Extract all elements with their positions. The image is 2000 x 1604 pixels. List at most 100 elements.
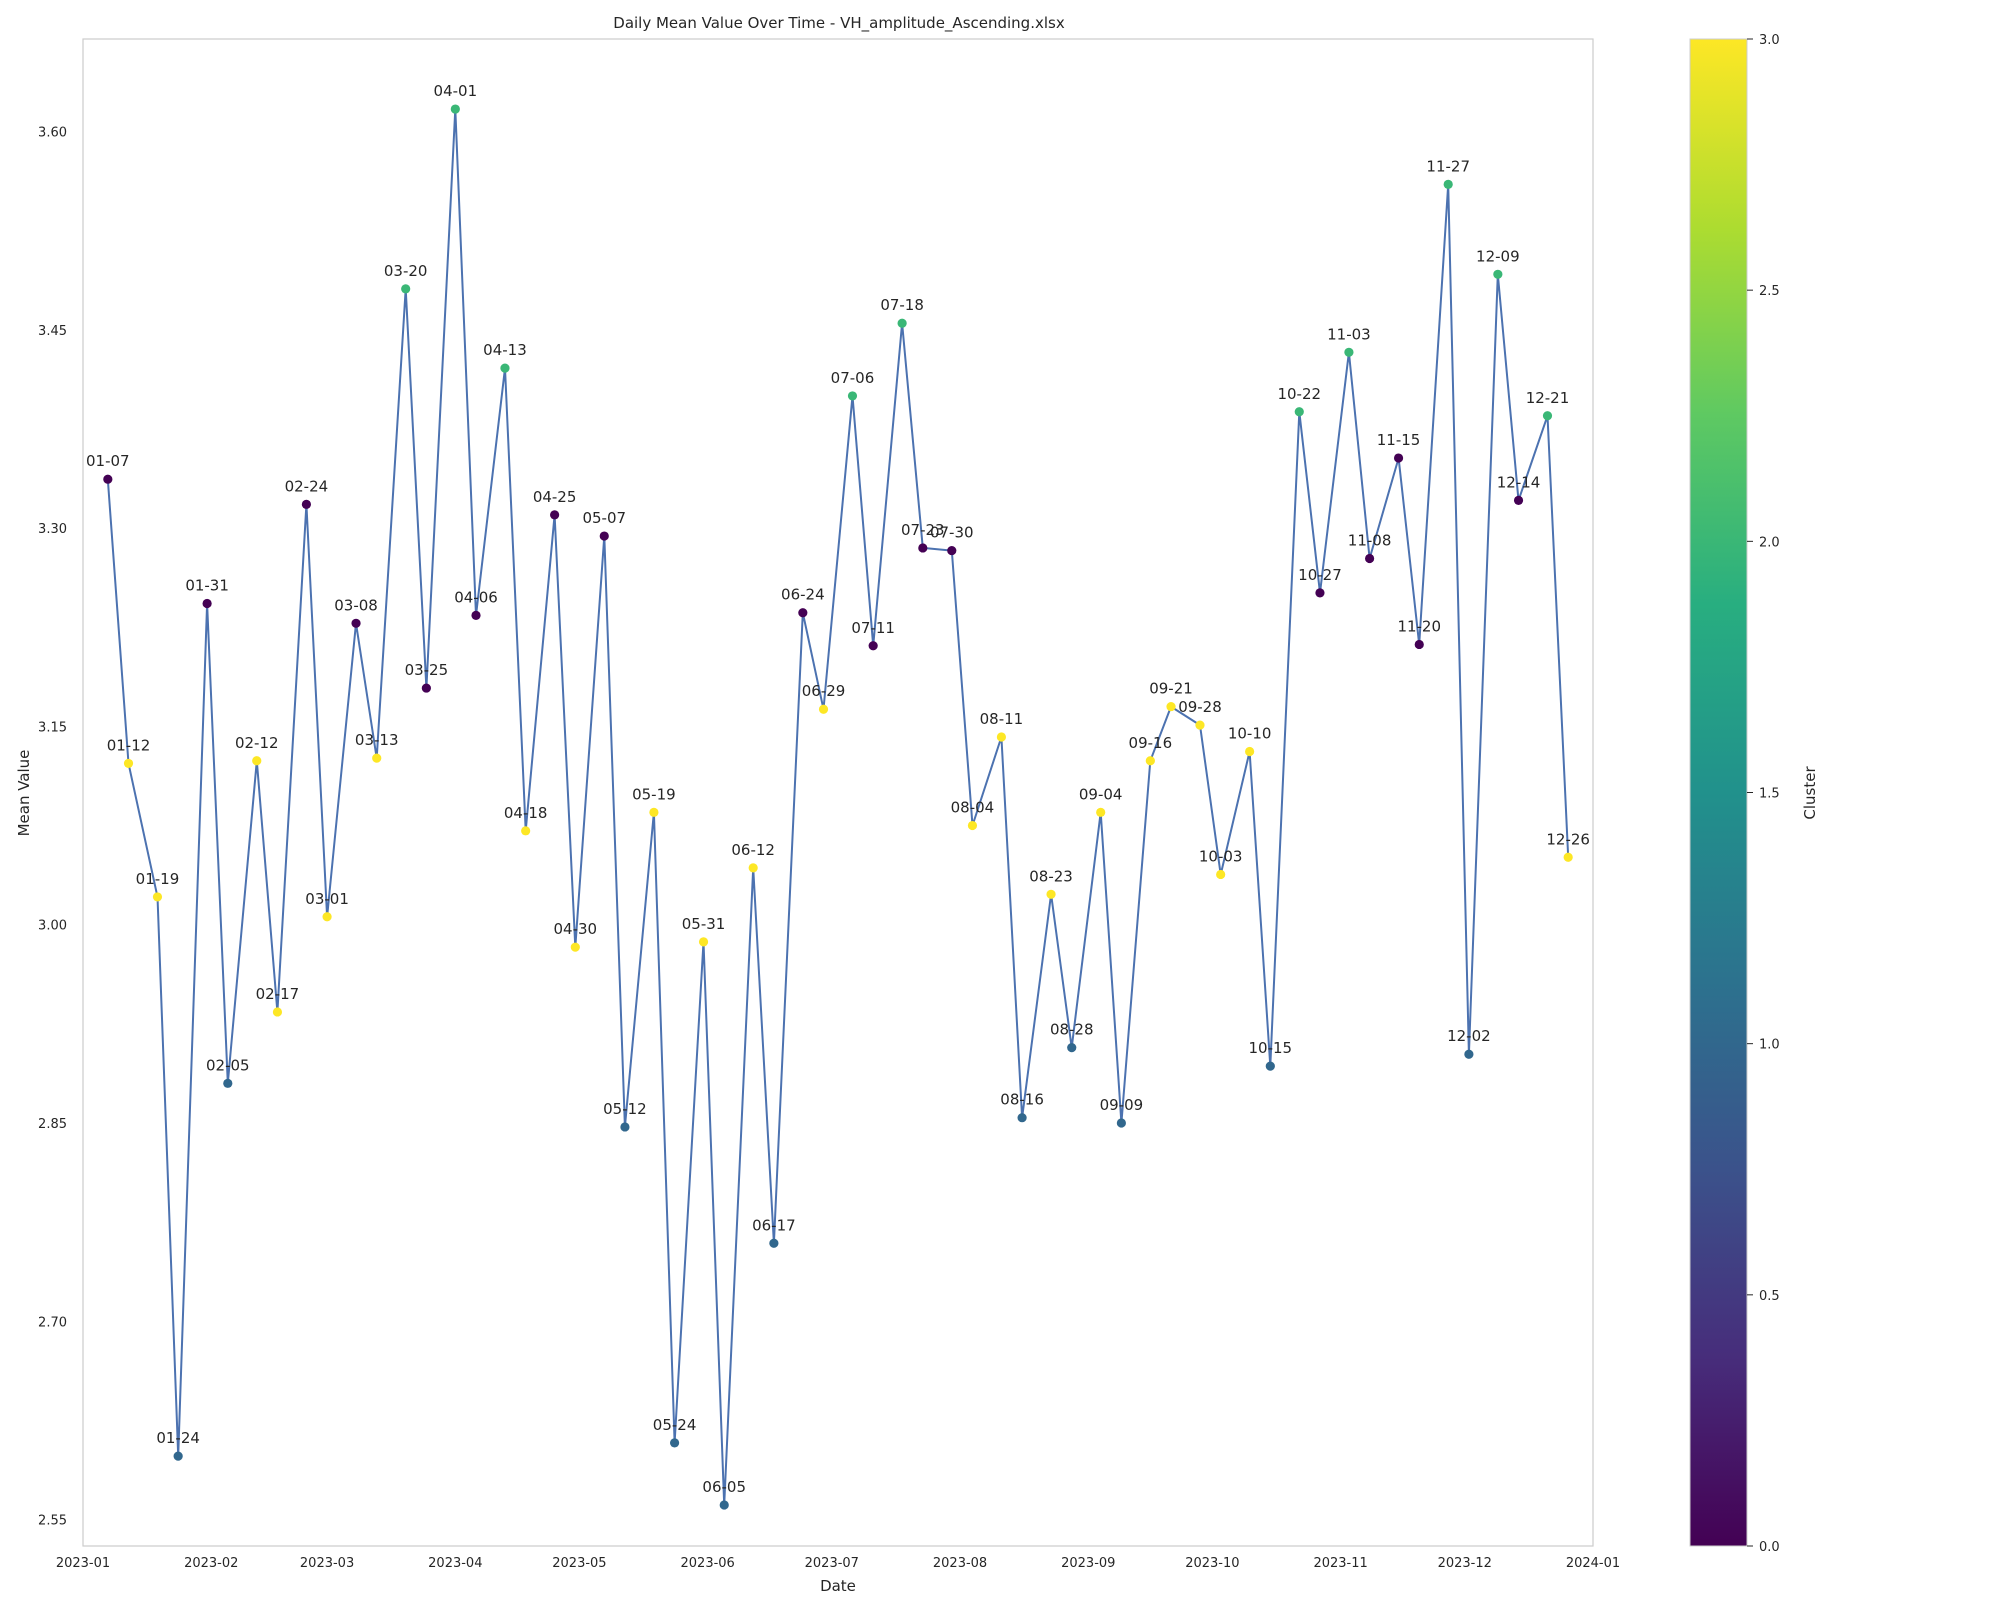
x-axis-label: Date	[820, 1577, 856, 1595]
data-label: 09-04	[1079, 785, 1123, 803]
colorbar	[1689, 38, 1748, 1547]
data-point	[1464, 1049, 1474, 1059]
data-label: 03-25	[405, 661, 449, 679]
series-line-group	[106, 108, 1570, 1506]
data-point	[173, 1451, 183, 1461]
y-tick-label: 3.00	[38, 919, 67, 934]
data-point	[223, 1078, 233, 1088]
data-point	[1493, 269, 1503, 279]
data-label: 11-08	[1348, 532, 1392, 550]
x-tick-label: 2023-10	[1185, 1556, 1239, 1571]
data-label: 12-14	[1497, 473, 1541, 491]
data-label: 04-25	[533, 488, 577, 506]
chart-title: Daily Mean Value Over Time - VH_amplitud…	[613, 14, 1065, 33]
data-point	[401, 284, 411, 294]
data-label: 10-03	[1199, 847, 1243, 865]
data-label: 05-12	[603, 1100, 647, 1118]
data-point	[1096, 807, 1106, 817]
data-point	[947, 545, 957, 556]
plot-area	[82, 38, 1594, 1547]
y-axis-label: Mean Value	[15, 750, 33, 837]
y-tick-label: 3.15	[38, 720, 67, 735]
data-point	[748, 863, 758, 873]
x-tick-label: 2023-09	[1061, 1556, 1115, 1571]
data-point	[719, 1500, 729, 1510]
data-label: 04-01	[434, 82, 478, 100]
data-point	[252, 756, 262, 766]
data-label: 01-12	[107, 736, 151, 754]
data-label: 12-26	[1546, 830, 1590, 848]
data-point	[272, 1007, 283, 1017]
data-label: 08-23	[1029, 867, 1073, 885]
data-label: 09-21	[1149, 680, 1193, 698]
data-label: 01-19	[136, 870, 180, 888]
x-tick-label: 2023-07	[805, 1556, 859, 1571]
data-point	[521, 826, 531, 836]
y-tick-label: 2.70	[38, 1315, 67, 1330]
colorbar-tick-label: 2.5	[1759, 284, 1780, 299]
data-label: 04-30	[554, 920, 598, 938]
data-point	[1315, 588, 1325, 598]
colorbar-tick-label: 0.0	[1759, 1540, 1780, 1555]
data-label: 12-09	[1476, 247, 1520, 265]
data-label: 08-11	[980, 710, 1024, 728]
data-point	[620, 1122, 630, 1132]
data-label: 02-12	[235, 734, 279, 752]
data-point	[1393, 453, 1404, 463]
data-point	[897, 318, 907, 328]
data-label: 06-17	[752, 1216, 796, 1234]
data-label: 11-15	[1377, 431, 1421, 449]
y-tick-label: 3.60	[38, 126, 67, 141]
data-label: 06-29	[802, 682, 846, 700]
data-label: 11-20	[1397, 617, 1441, 635]
data-point	[1166, 701, 1176, 712]
data-label: 12-21	[1526, 389, 1570, 407]
data-point	[123, 758, 134, 769]
data-point	[847, 391, 858, 401]
data-point	[351, 618, 361, 628]
data-point	[1195, 720, 1205, 730]
y-tick-label: 3.30	[38, 522, 67, 537]
data-label: 09-09	[1100, 1096, 1144, 1114]
data-label: 01-31	[185, 576, 229, 594]
x-tick-label: 2023-01	[56, 1556, 110, 1571]
data-label: 02-05	[206, 1056, 250, 1074]
data-label: 12-02	[1447, 1027, 1491, 1045]
data-point	[372, 753, 382, 763]
data-point	[818, 704, 829, 714]
x-axis: 2023-01 2023-02 2023-03 2023-04 2023-05 2023-…	[56, 1556, 1620, 1571]
data-label: 03-13	[355, 731, 399, 749]
data-point	[996, 732, 1007, 742]
data-label: 04-13	[483, 341, 527, 359]
data-point	[550, 510, 560, 520]
x-tick-label: 2023-11	[1313, 1556, 1367, 1571]
data-label: 06-12	[731, 841, 775, 859]
data-point	[1513, 495, 1524, 505]
data-point	[798, 608, 808, 618]
data-label: 05-31	[682, 915, 726, 933]
data-label: 09-16	[1129, 734, 1173, 752]
data-label: 04-18	[504, 804, 548, 822]
colorbar-tick-label: 2.0	[1759, 535, 1780, 550]
data-point	[500, 363, 510, 373]
x-tick-label: 2023-08	[933, 1556, 987, 1571]
data-point	[599, 531, 609, 541]
data-point	[918, 543, 928, 553]
data-points-group	[103, 104, 1573, 1510]
data-point	[202, 598, 212, 609]
data-point	[1443, 179, 1453, 190]
data-point	[1563, 852, 1573, 862]
colorbar-tick-label: 0.5	[1759, 1289, 1780, 1304]
data-point	[1145, 756, 1155, 766]
colorbar-tick-label: 1.5	[1759, 787, 1780, 802]
x-tick-label: 2023-03	[300, 1556, 354, 1571]
data-point	[1365, 553, 1375, 564]
data-label: 08-16	[1000, 1091, 1044, 1109]
data-point	[421, 683, 431, 693]
data-label: 07-23	[901, 521, 945, 539]
data-label: 06-05	[702, 1478, 746, 1496]
data-point	[669, 1438, 680, 1448]
data-point	[769, 1238, 779, 1248]
data-label: 10-22	[1277, 385, 1321, 403]
